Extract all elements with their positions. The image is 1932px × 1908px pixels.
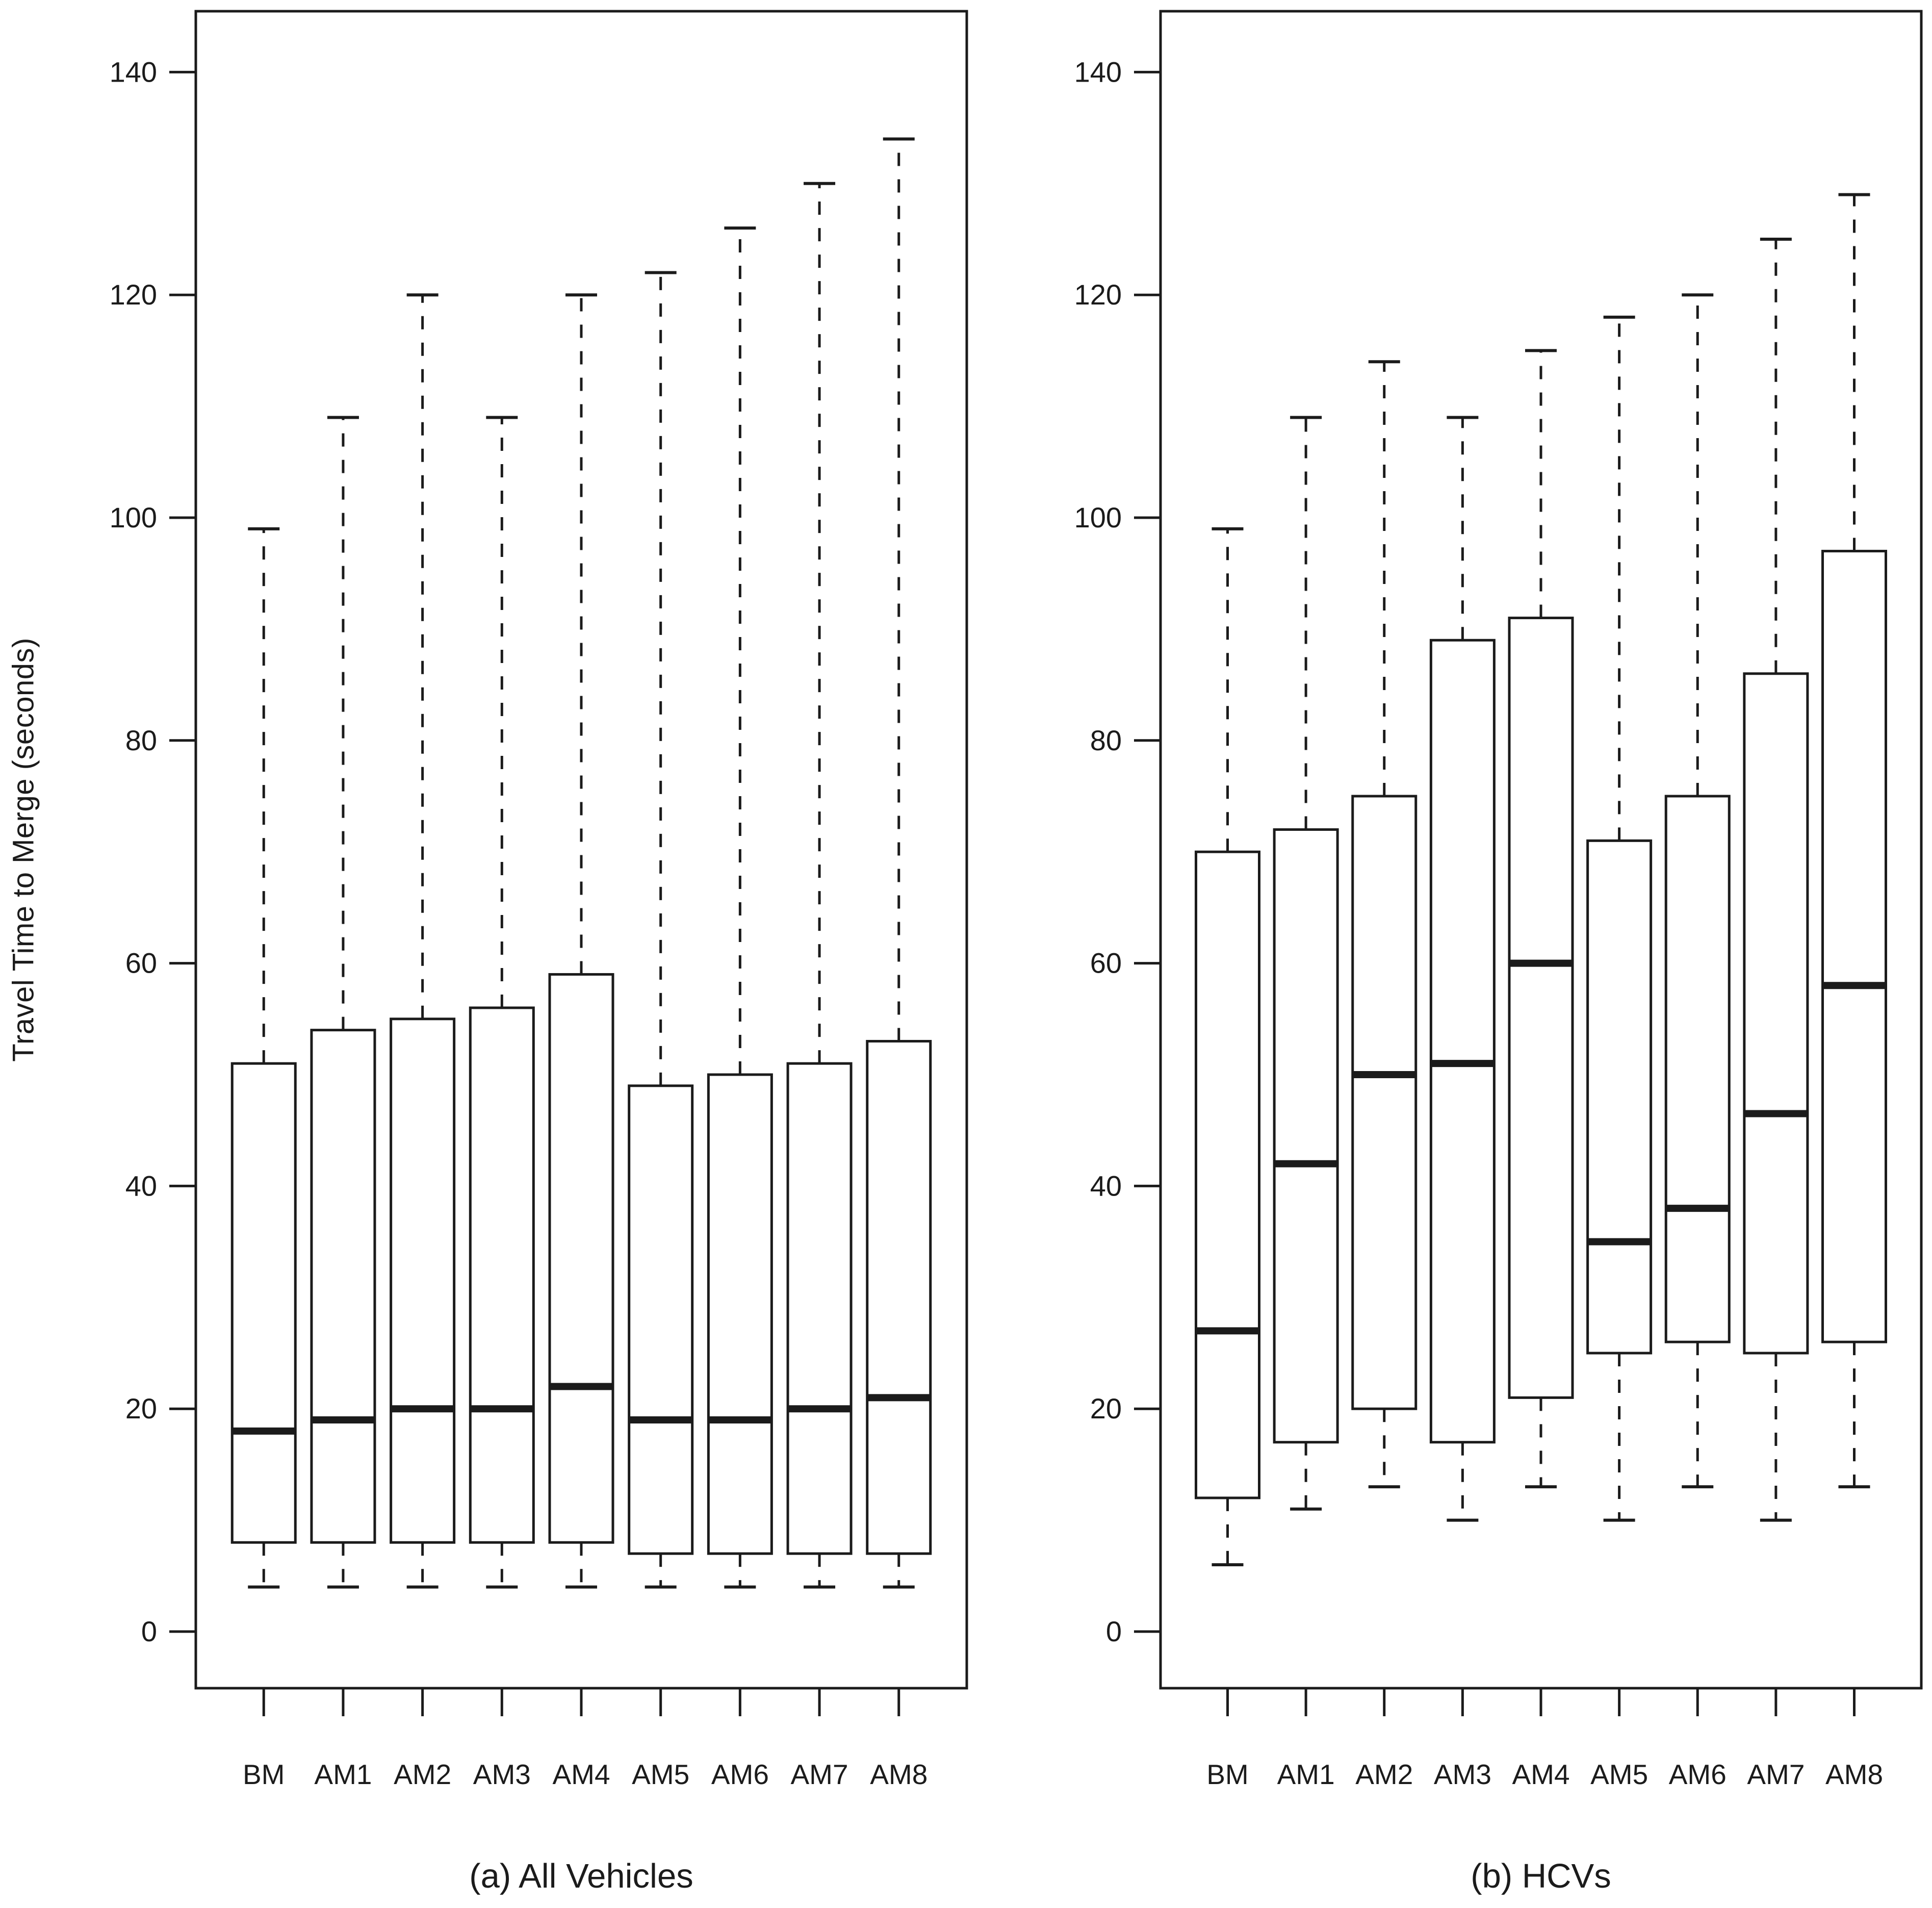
y-tick-label: 60 [125, 947, 157, 979]
x-tick-label: AM2 [1355, 1759, 1413, 1790]
iqr-box [1273, 828, 1339, 1444]
y-tick-label: 40 [1090, 1169, 1122, 1202]
y-tick-label: 100 [110, 501, 157, 533]
panel-a-caption: (a) All Vehicles [469, 1857, 693, 1895]
x-tick-label: AM6 [711, 1759, 769, 1790]
iqr-box [707, 1073, 773, 1555]
y-tick-label: 100 [1074, 501, 1122, 533]
iqr-box [310, 1029, 376, 1544]
y-tick-label: 0 [141, 1615, 157, 1647]
x-tick-label: AM7 [1747, 1759, 1805, 1790]
x-tick-label: AM1 [1277, 1759, 1335, 1790]
iqr-box [786, 1062, 853, 1555]
iqr-box [1743, 672, 1809, 1355]
y-tick-label: 60 [1090, 947, 1122, 979]
y-tick-label: 20 [1090, 1392, 1122, 1424]
y-tick-label: 140 [1074, 56, 1122, 88]
x-tick-label: AM3 [473, 1759, 531, 1790]
y-tick-label: 120 [110, 278, 157, 311]
iqr-box [230, 1062, 297, 1544]
x-tick-label: AM7 [791, 1759, 848, 1790]
x-tick-label: AM2 [394, 1759, 451, 1790]
iqr-box [1195, 850, 1261, 1499]
iqr-box [1586, 839, 1653, 1355]
x-tick-label: AM4 [552, 1759, 610, 1790]
iqr-box [390, 1017, 456, 1544]
x-tick-label: BM [243, 1759, 285, 1790]
iqr-box [1351, 795, 1418, 1410]
y-tick-label: 20 [125, 1392, 157, 1424]
iqr-box [469, 1006, 535, 1544]
y-tick-label: 40 [125, 1169, 157, 1202]
panel-b-caption: (b) HCVs [1471, 1857, 1611, 1895]
x-tick-label: AM8 [870, 1759, 928, 1790]
iqr-box [866, 1039, 932, 1555]
y-tick-label: 140 [110, 56, 157, 88]
x-tick-label: AM4 [1512, 1759, 1569, 1790]
y-tick-label: 120 [1074, 278, 1122, 311]
y-axis-title: Travel Time to Merge (seconds) [7, 638, 40, 1062]
iqr-box [1821, 550, 1887, 1343]
iqr-box [1508, 617, 1574, 1399]
iqr-box [1664, 795, 1731, 1343]
x-tick-label: AM6 [1669, 1759, 1727, 1790]
x-tick-label: AM8 [1825, 1759, 1883, 1790]
y-tick-label: 0 [1106, 1615, 1122, 1647]
x-tick-label: AM1 [314, 1759, 372, 1790]
iqr-box [548, 973, 614, 1544]
x-tick-label: BM [1206, 1759, 1249, 1790]
y-tick-label: 80 [125, 724, 157, 756]
y-tick-label: 80 [1090, 724, 1122, 756]
x-tick-label: AM5 [1590, 1759, 1648, 1790]
x-tick-label: AM5 [632, 1759, 689, 1790]
x-tick-label: AM3 [1434, 1759, 1491, 1790]
iqr-box [628, 1084, 694, 1555]
iqr-box [1429, 639, 1496, 1444]
